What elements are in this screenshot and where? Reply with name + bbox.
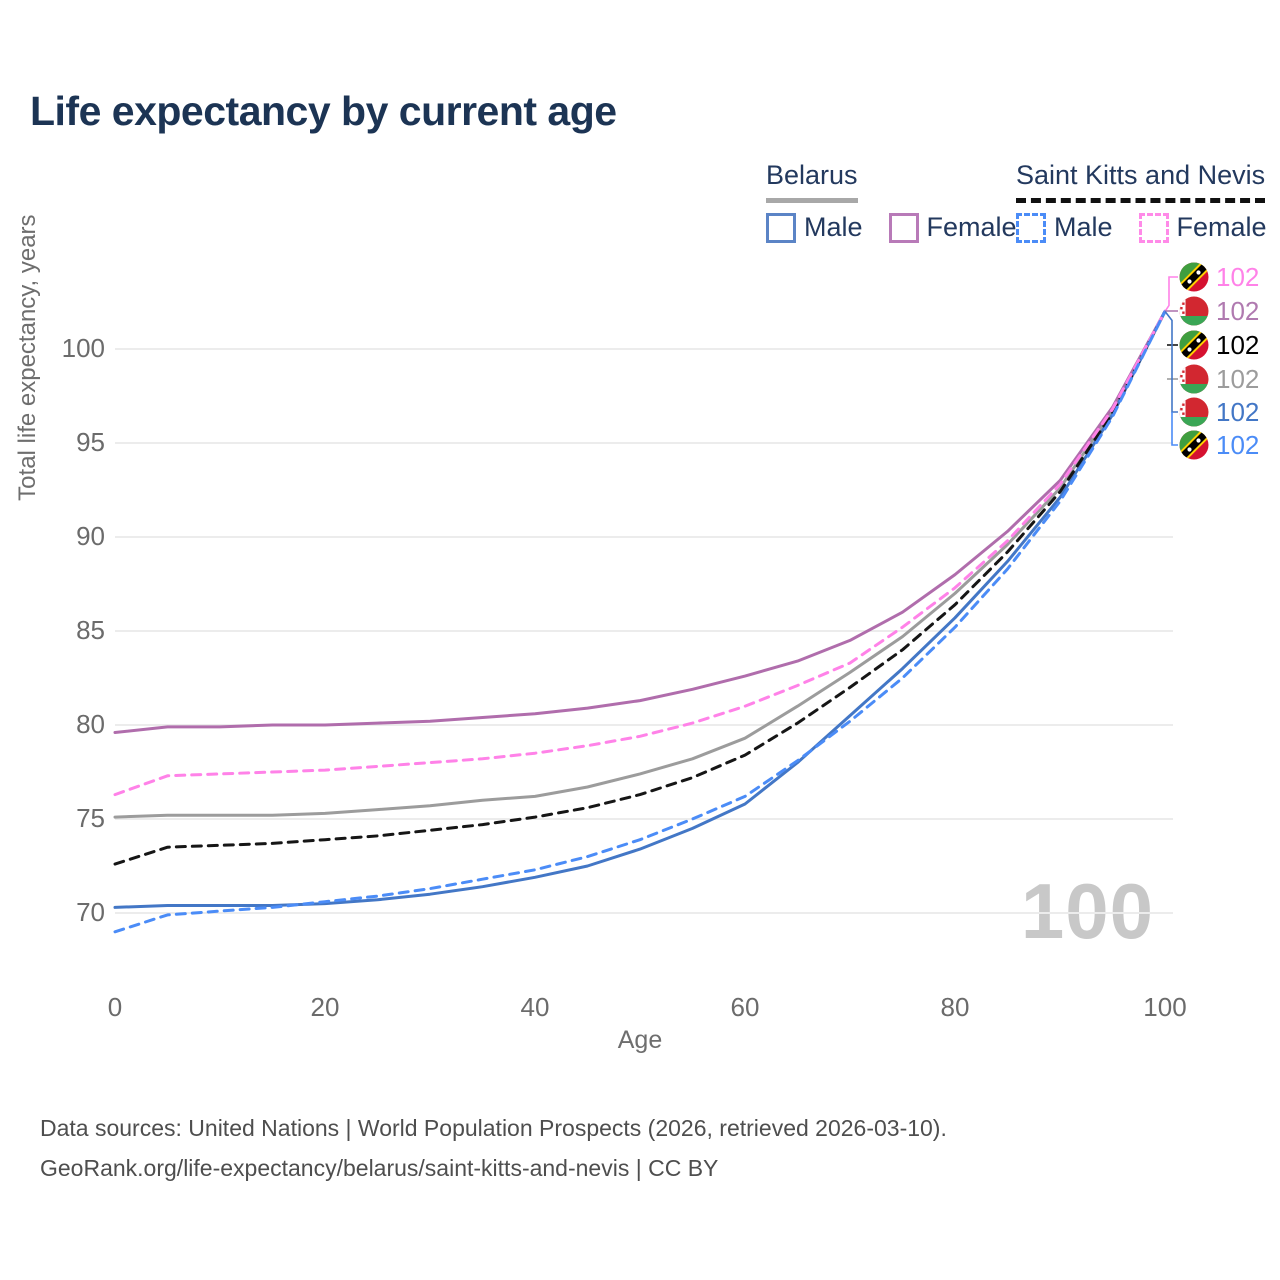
end-value-row: 102: [1179, 330, 1259, 360]
source-url-line[interactable]: GeoRank.org/life-expectancy/belarus/sain…: [40, 1155, 719, 1181]
end-value-label: 102: [1216, 430, 1260, 460]
end-value-label: 102: [1216, 262, 1260, 292]
y-tick-label: 90: [76, 521, 105, 551]
age-watermark: 100: [1020, 867, 1154, 955]
end-value-row: 102: [1179, 397, 1259, 427]
skn-male-swatch-icon: [1016, 212, 1046, 243]
legend: Belarus Male Female Saint Kitts and Nevi…: [0, 160, 1280, 250]
series-line-belarus-female: [113, 309, 1167, 734]
legend-item-label: Male: [1054, 212, 1113, 242]
belarus-flag-icon: [1179, 296, 1209, 326]
legend-item-label: Female: [926, 212, 1017, 242]
end-value-row: 102: [1179, 262, 1259, 292]
legend-item-belarus-female[interactable]: Female: [888, 212, 1017, 243]
legend-country-belarus[interactable]: Belarus: [766, 160, 858, 203]
end-value-label: 102: [1216, 296, 1260, 326]
series-line-belarus-male: [113, 309, 1167, 909]
y-tick-label: 100: [61, 333, 105, 363]
saint-kitts-and-nevis-flag-icon: [1179, 330, 1209, 360]
data-source-line: Data sources: United Nations | World Pop…: [40, 1115, 947, 1141]
legend-group-belarus: Belarus Male Female: [766, 160, 1017, 243]
y-tick-label: 85: [76, 615, 105, 645]
series-line-saint-kitts-and-nevis-total: [113, 309, 1167, 866]
series-line-saint-kitts-and-nevis-female: [113, 309, 1167, 797]
legend-country-saint-kitts-and-nevis[interactable]: Saint Kitts and Nevis: [1016, 160, 1266, 203]
page-title: Life expectancy by current age: [30, 88, 617, 134]
end-value-row: 102: [1179, 364, 1259, 394]
y-tick-label: 80: [76, 709, 105, 739]
end-value-label: 102: [1216, 364, 1260, 394]
legend-item-label: Female: [1176, 212, 1267, 242]
series-line-belarus-total: [113, 309, 1167, 819]
x-tick-label: 20: [310, 992, 340, 1022]
legend-item-label: Male: [804, 212, 863, 242]
x-axis-title: Age: [617, 1026, 663, 1054]
x-tick-label: 60: [730, 992, 760, 1022]
x-tick-label: 100: [1143, 992, 1187, 1022]
end-value-row: 102: [1179, 430, 1259, 460]
belarus-male-swatch-icon: [766, 212, 796, 243]
belarus-flag-icon: [1179, 364, 1209, 394]
footer: Data sources: United Nations | World Pop…: [40, 1108, 947, 1188]
end-value-row: 102: [1179, 296, 1259, 326]
saint-kitts-and-nevis-flag-icon: [1179, 262, 1209, 292]
series-line-saint-kitts-and-nevis-male: [113, 309, 1167, 934]
belarus-flag-icon: [1179, 397, 1209, 427]
end-value-label: 102: [1216, 330, 1260, 360]
x-tick-label: 40: [520, 992, 550, 1022]
end-value-label: 102: [1216, 397, 1260, 427]
x-tick-label: 0: [107, 992, 123, 1022]
legend-item-belarus-male[interactable]: Male: [766, 212, 863, 243]
y-tick-label: 75: [76, 803, 105, 833]
legend-group-saint-kitts-and-nevis: Saint Kitts and Nevis Male Female: [1016, 160, 1267, 243]
x-tick-label: 80: [940, 992, 970, 1022]
legend-item-skn-female[interactable]: Female: [1138, 212, 1267, 243]
y-tick-label: 95: [76, 427, 105, 457]
saint-kitts-and-nevis-flag-icon: [1179, 430, 1209, 460]
legend-item-skn-male[interactable]: Male: [1016, 212, 1113, 243]
y-tick-label: 70: [76, 897, 105, 927]
skn-female-swatch-icon: [1138, 212, 1169, 243]
belarus-female-swatch-icon: [888, 212, 919, 243]
